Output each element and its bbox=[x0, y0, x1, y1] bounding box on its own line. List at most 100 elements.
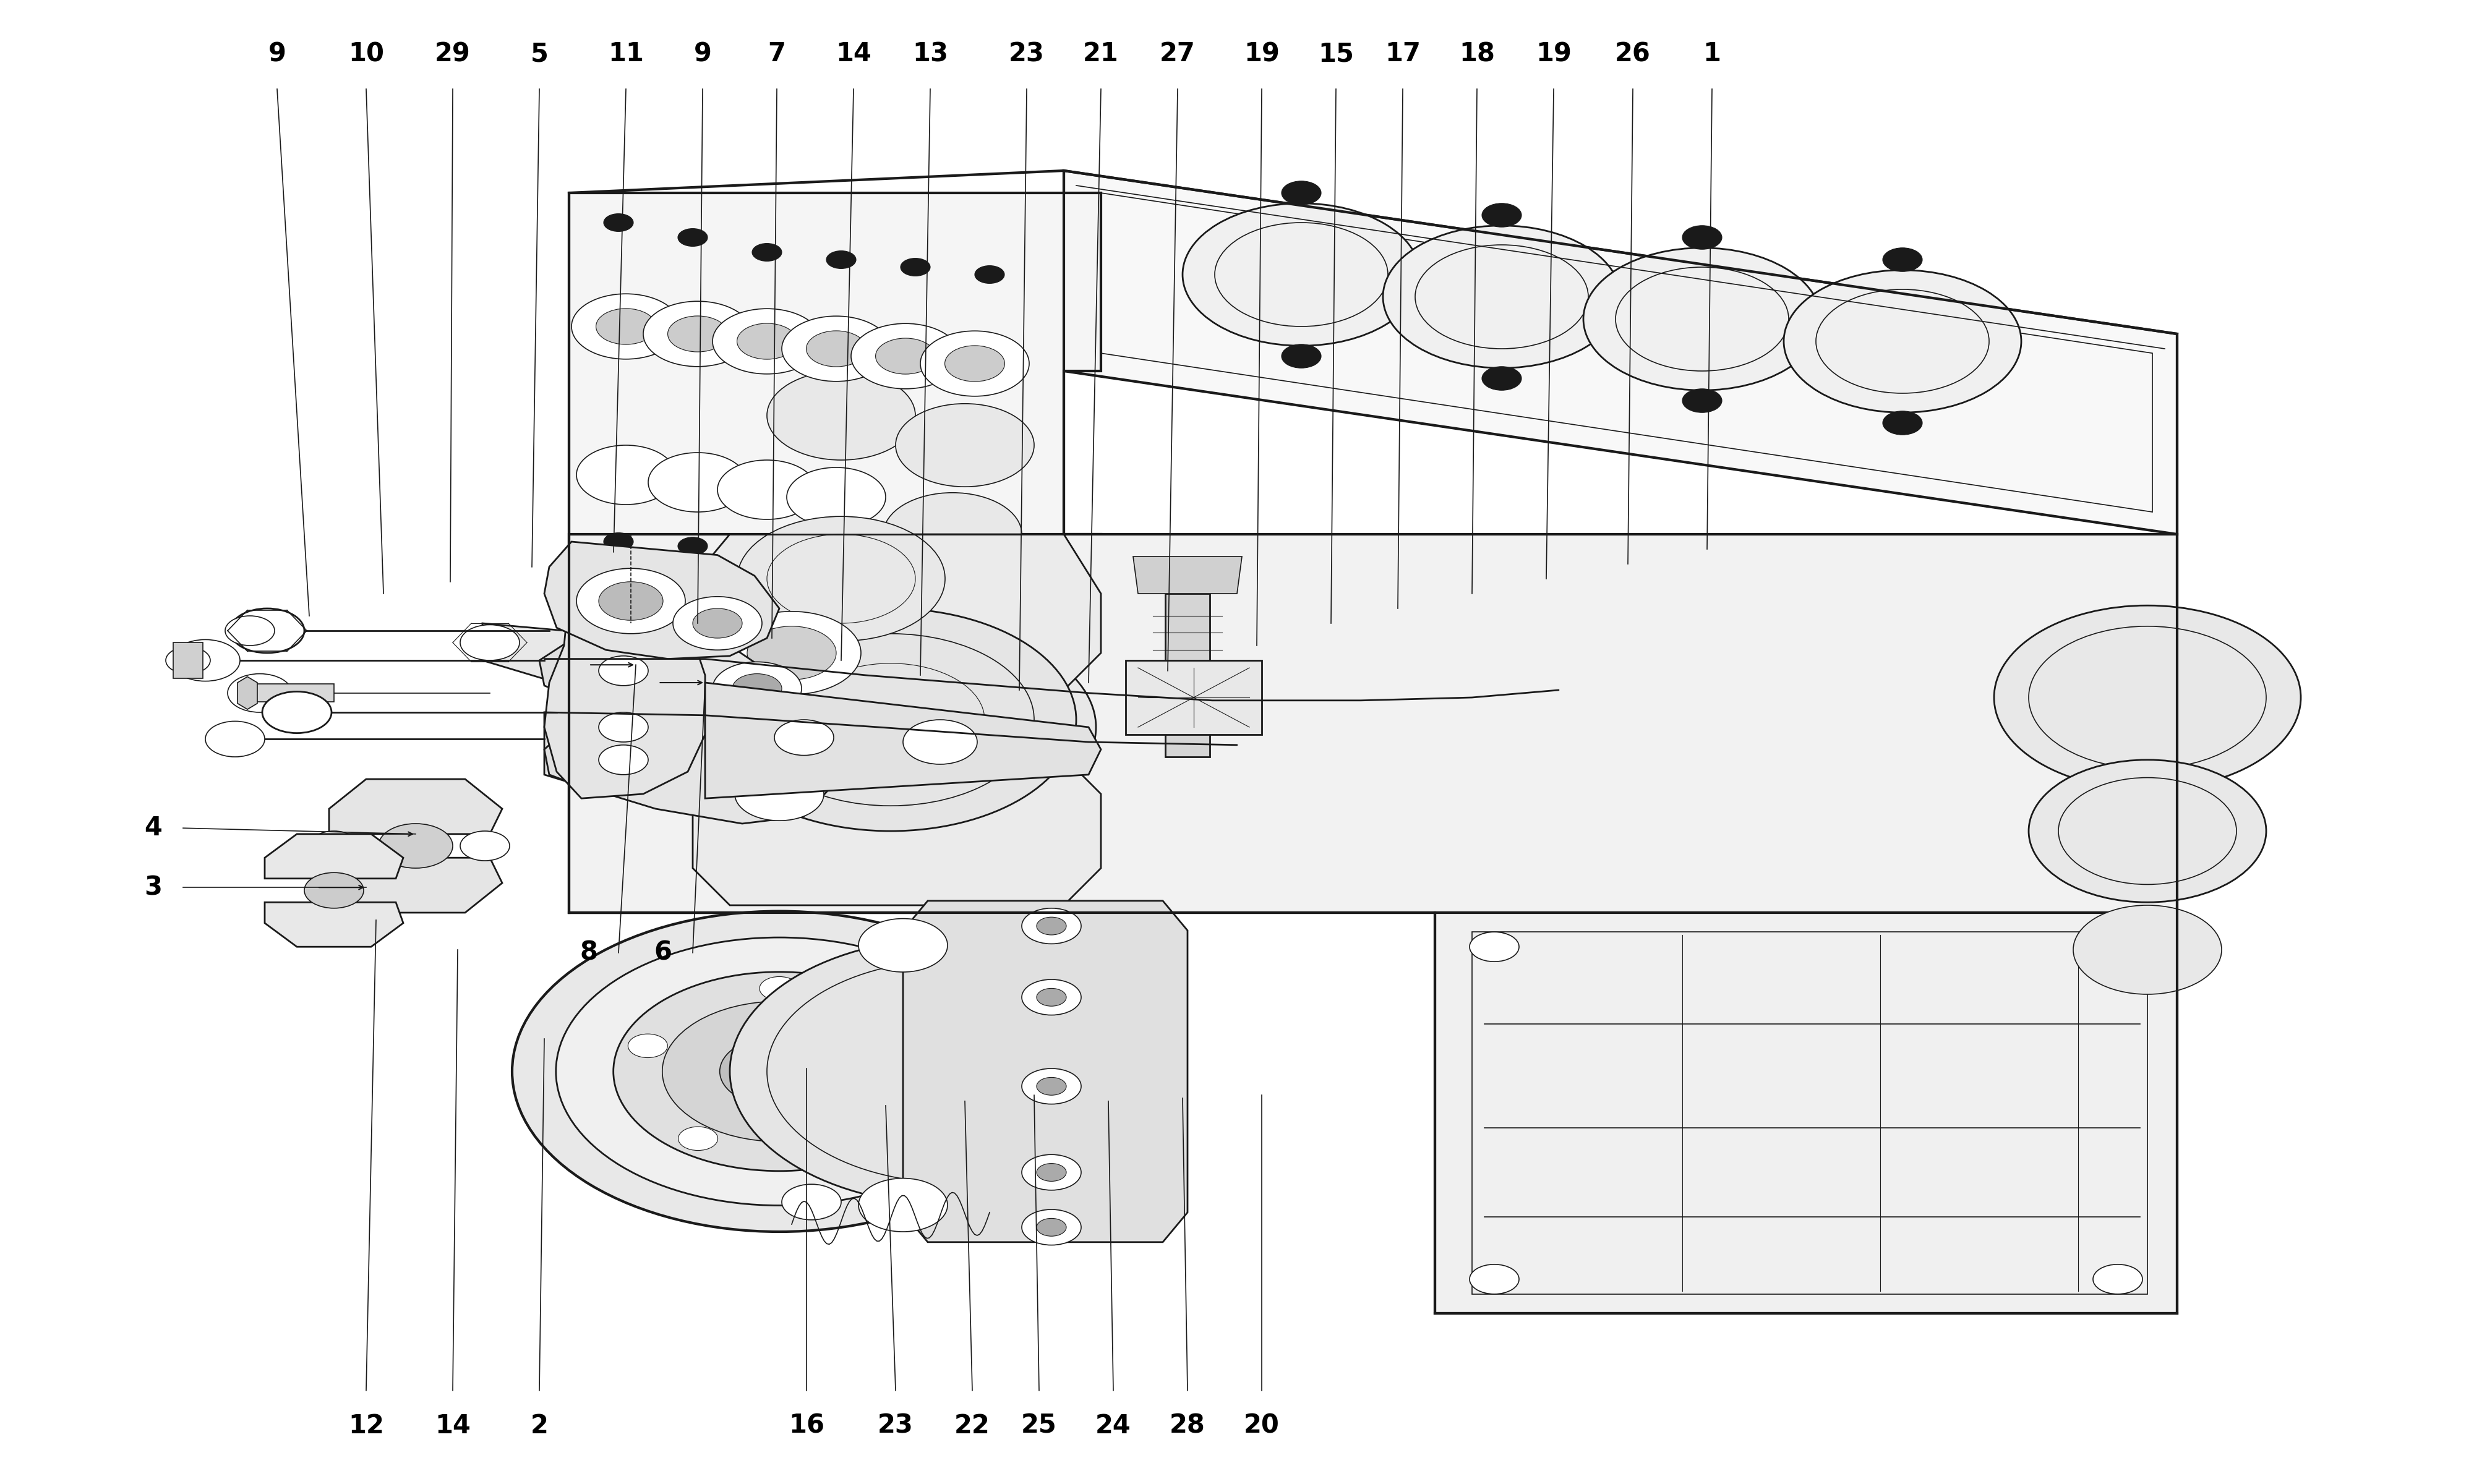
Circle shape bbox=[673, 597, 762, 650]
Polygon shape bbox=[693, 534, 1101, 905]
Circle shape bbox=[205, 721, 265, 757]
Text: 9: 9 bbox=[267, 40, 287, 67]
Circle shape bbox=[379, 824, 453, 868]
Circle shape bbox=[1470, 1264, 1519, 1294]
Circle shape bbox=[732, 674, 782, 703]
Circle shape bbox=[1883, 411, 1922, 435]
Circle shape bbox=[901, 552, 930, 570]
Circle shape bbox=[599, 582, 663, 620]
Circle shape bbox=[975, 558, 1004, 576]
Polygon shape bbox=[539, 641, 656, 700]
Circle shape bbox=[896, 404, 1034, 487]
Circle shape bbox=[569, 649, 643, 693]
Circle shape bbox=[1037, 988, 1066, 1006]
Polygon shape bbox=[1126, 660, 1262, 735]
Circle shape bbox=[841, 1126, 881, 1150]
Circle shape bbox=[304, 873, 364, 908]
Circle shape bbox=[1037, 1077, 1066, 1095]
Polygon shape bbox=[1165, 594, 1210, 757]
Circle shape bbox=[720, 1036, 839, 1107]
Circle shape bbox=[752, 543, 782, 561]
Circle shape bbox=[945, 346, 1004, 381]
Text: 25: 25 bbox=[1022, 1413, 1056, 1439]
Text: 16: 16 bbox=[789, 1413, 824, 1439]
Circle shape bbox=[901, 258, 930, 276]
Polygon shape bbox=[544, 564, 705, 798]
Circle shape bbox=[858, 1178, 948, 1232]
Circle shape bbox=[586, 659, 626, 683]
Circle shape bbox=[1022, 1068, 1081, 1104]
Text: 24: 24 bbox=[1096, 1413, 1131, 1439]
Circle shape bbox=[747, 626, 836, 680]
Circle shape bbox=[599, 745, 648, 775]
Circle shape bbox=[599, 656, 648, 686]
Circle shape bbox=[1784, 270, 2021, 413]
Circle shape bbox=[1682, 389, 1722, 413]
Text: 14: 14 bbox=[836, 40, 871, 67]
Polygon shape bbox=[173, 643, 203, 678]
Circle shape bbox=[576, 568, 685, 634]
Circle shape bbox=[2029, 760, 2266, 902]
Text: 23: 23 bbox=[878, 1413, 913, 1439]
Circle shape bbox=[166, 647, 210, 674]
Circle shape bbox=[735, 767, 824, 821]
Polygon shape bbox=[569, 534, 2177, 913]
Circle shape bbox=[713, 309, 821, 374]
Circle shape bbox=[2093, 932, 2142, 962]
Circle shape bbox=[678, 229, 708, 246]
Circle shape bbox=[1383, 226, 1620, 368]
Polygon shape bbox=[265, 834, 403, 879]
Text: 19: 19 bbox=[1536, 40, 1571, 67]
Text: 7: 7 bbox=[767, 40, 787, 67]
Circle shape bbox=[920, 331, 1029, 396]
Polygon shape bbox=[265, 902, 403, 947]
Text: 27: 27 bbox=[1160, 40, 1195, 67]
Polygon shape bbox=[569, 193, 1101, 913]
Circle shape bbox=[1037, 1163, 1066, 1181]
Circle shape bbox=[1482, 203, 1522, 227]
Circle shape bbox=[576, 738, 651, 782]
Circle shape bbox=[309, 831, 359, 861]
Circle shape bbox=[648, 453, 747, 512]
Circle shape bbox=[262, 692, 332, 733]
Circle shape bbox=[1482, 367, 1522, 390]
Circle shape bbox=[807, 331, 866, 367]
Circle shape bbox=[903, 720, 977, 764]
Circle shape bbox=[851, 324, 960, 389]
Text: 29: 29 bbox=[435, 40, 470, 67]
Circle shape bbox=[599, 712, 648, 742]
Text: 10: 10 bbox=[349, 40, 383, 67]
Text: 26: 26 bbox=[1616, 40, 1650, 67]
Circle shape bbox=[228, 674, 292, 712]
Circle shape bbox=[782, 1184, 841, 1220]
Text: 5: 5 bbox=[529, 40, 549, 67]
Circle shape bbox=[782, 316, 891, 381]
Circle shape bbox=[1183, 203, 1420, 346]
Circle shape bbox=[557, 938, 1002, 1205]
Circle shape bbox=[1470, 932, 1519, 962]
Circle shape bbox=[717, 460, 816, 519]
Text: 18: 18 bbox=[1460, 40, 1494, 67]
Text: 23: 23 bbox=[1009, 40, 1044, 67]
Circle shape bbox=[722, 611, 861, 695]
Circle shape bbox=[230, 608, 304, 653]
Circle shape bbox=[1282, 344, 1321, 368]
Polygon shape bbox=[247, 684, 334, 702]
Circle shape bbox=[571, 294, 680, 359]
Text: 13: 13 bbox=[913, 40, 948, 67]
Text: 4: 4 bbox=[143, 815, 163, 841]
Polygon shape bbox=[705, 683, 1101, 798]
Circle shape bbox=[614, 972, 945, 1171]
Circle shape bbox=[713, 662, 802, 715]
Circle shape bbox=[737, 516, 945, 641]
Text: 9: 9 bbox=[693, 40, 713, 67]
Circle shape bbox=[1682, 226, 1722, 249]
Circle shape bbox=[1022, 908, 1081, 944]
Text: 22: 22 bbox=[955, 1413, 990, 1439]
Polygon shape bbox=[329, 858, 502, 913]
Polygon shape bbox=[544, 727, 668, 789]
Circle shape bbox=[752, 243, 782, 261]
Circle shape bbox=[604, 533, 633, 551]
Circle shape bbox=[663, 1002, 896, 1141]
Text: 21: 21 bbox=[1084, 40, 1118, 67]
